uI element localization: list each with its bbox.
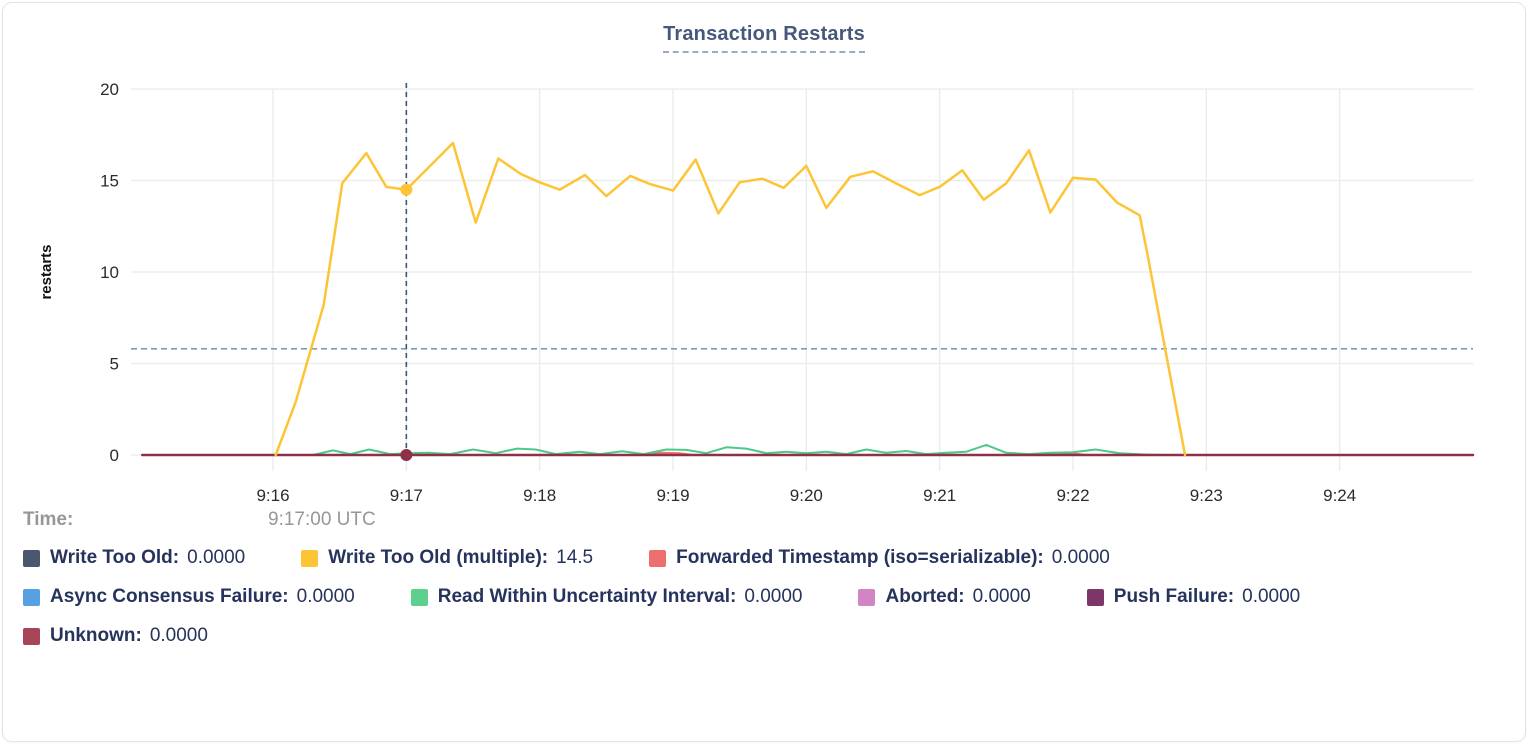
legend-row: Write Too Old: 0.0000 Write Too Old (multi… [23,547,1525,569]
time-label: Time: [23,509,74,530]
legend-label: Write Too Old: [50,547,180,568]
legend-label: Forwarded Timestamp (iso=serializable): [676,547,1044,568]
legend-value: 0.0000 [972,586,1031,607]
y-axis-tick-label: 0 [110,446,119,465]
x-axis-tick-label: 9:19 [656,486,689,503]
legend-swatch-icon [649,549,667,567]
legend-label: Read Within Uncertainty Interval: [437,586,737,607]
legend-item-aborted: Aborted: 0.0000 [858,586,1031,608]
time-value: 9:17:00 UTC [268,509,376,530]
legend-value: 0.0000 [1051,547,1110,568]
legend-value: 0.0000 [187,547,246,568]
legend-value: 14.5 [556,547,594,568]
hover-point-unknown [400,449,413,461]
y-axis-tick-label: 20 [100,80,119,99]
legend-row: Unknown: 0.0000 [23,625,1525,647]
legend-label: Write Too Old (multiple): [328,547,549,568]
chart-legend: Write Too Old: 0.0000 Write Too Old (multi… [3,547,1525,647]
legend-item-unknown: Unknown: 0.0000 [23,625,208,647]
legend-value: 0.0000 [296,586,355,607]
legend-swatch-icon [23,549,40,567]
x-axis-tick-label: 9:22 [1056,486,1089,503]
legend-swatch-icon [410,588,428,606]
x-axis-tick-label: 9:20 [790,486,823,503]
legend-item-forwarded-timestamp: Forwarded Timestamp (iso=serializable): 0… [649,547,1110,569]
y-axis-tick-label: 10 [100,263,119,282]
legend-swatch-icon [858,588,876,606]
y-axis-tick-label: 15 [100,172,119,191]
legend-label: Push Failure: [1113,586,1235,607]
x-axis-tick-label: 9:16 [256,486,289,503]
chart-header: Transaction Restarts [3,3,1525,61]
y-axis-title: restarts [38,244,55,299]
hover-time-row: Time: 9:17:00 UTC [3,509,1525,531]
legend-item-write-too-old: Write Too Old: 0.0000 [23,547,245,569]
chart-title[interactable]: Transaction Restarts [663,23,865,53]
legend-swatch-icon [23,627,40,645]
legend-item-write-too-old-multiple: Write Too Old (multiple): 14.5 [301,547,593,569]
x-axis-tick-label: 9:18 [523,486,556,503]
x-axis-tick-label: 9:17 [390,486,423,503]
legend-value: 0.0000 [744,586,803,607]
legend-swatch-icon [301,549,319,567]
legend-value: 0.0000 [1242,586,1301,607]
x-axis-tick-label: 9:24 [1323,486,1356,503]
y-axis-tick-label: 5 [110,355,119,374]
legend-item-async-consensus-failure: Async Consensus Failure: 0.0000 [23,586,355,608]
legend-label: Aborted: [885,586,965,607]
legend-row: Async Consensus Failure: 0.0000 Read Withi… [23,586,1525,608]
legend-swatch-icon [1086,588,1104,606]
legend-label: Unknown: [50,625,142,646]
series-line-read-within-uncertainty-interval [312,443,1468,456]
legend-label: Async Consensus Failure: [50,586,289,607]
legend-item-read-within-uncertainty-interval: Read Within Uncertainty Interval: 0.0000 [410,586,803,608]
restarts-chart[interactable]: 0 5 10 15 20 9:16 9:17 9:18 9:19 9:20 9:21 9:22 9:23… [3,61,1526,503]
legend-value: 0.0000 [149,625,208,646]
legend-item-push-failure: Push Failure: 0.0000 [1086,586,1301,608]
x-axis-tick-label: 9:23 [1190,486,1223,503]
series-line-write-too-old-multiple [274,141,1187,457]
legend-swatch-icon [23,588,40,606]
hover-point-write-too-old-multiple [400,183,413,196]
x-axis-tick-label: 9:21 [923,486,956,503]
